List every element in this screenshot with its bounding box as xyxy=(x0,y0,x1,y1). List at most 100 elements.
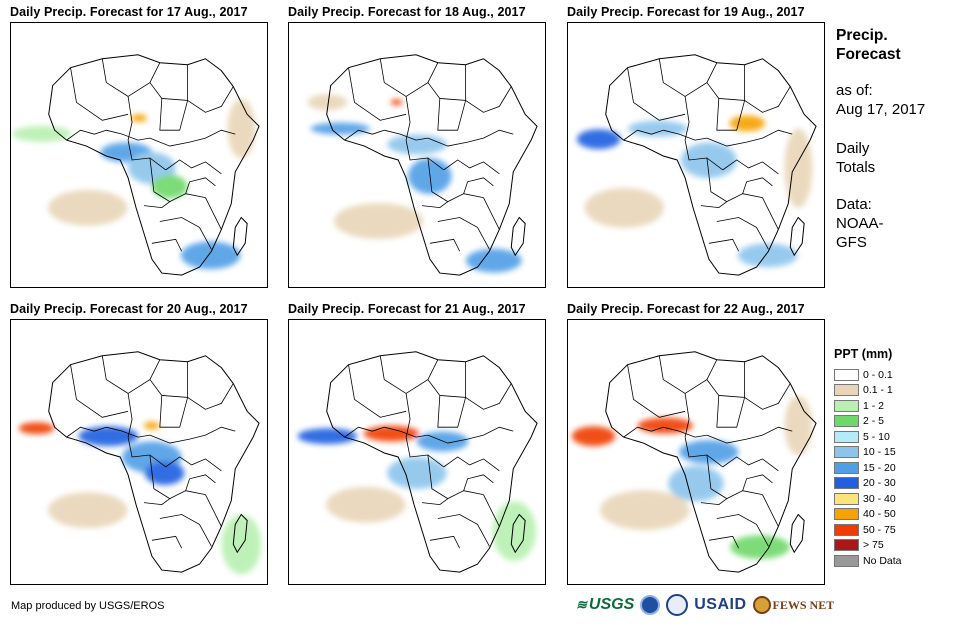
country-border xyxy=(143,201,170,209)
precip-area xyxy=(571,426,616,447)
country-border xyxy=(70,364,129,418)
country-border xyxy=(427,129,514,147)
country-border xyxy=(623,129,664,141)
country-border xyxy=(427,64,467,101)
precip-map xyxy=(10,22,268,288)
legend-item: 15 - 20 xyxy=(834,460,902,476)
precip-area xyxy=(737,243,798,268)
country-border xyxy=(143,498,170,506)
precip-area xyxy=(679,440,739,464)
country-border xyxy=(151,535,183,549)
panel-title: Daily Precip. Forecast for 21 Aug., 2017 xyxy=(288,302,526,316)
country-border xyxy=(706,129,793,147)
legend-swatch xyxy=(834,384,859,397)
precip-area xyxy=(227,98,256,159)
legend-label: 50 - 75 xyxy=(863,523,896,536)
usaid-logo: USAID xyxy=(694,596,747,613)
country-border xyxy=(405,393,411,438)
legend: PPT (mm) 0 - 0.1 0.1 - 1 1 - 2 2 - 5 5 - 10 1… xyxy=(834,347,902,569)
precip-area xyxy=(730,535,790,559)
legend-label: 0 - 0.1 xyxy=(863,368,893,381)
legend-swatch xyxy=(834,477,859,490)
country-border xyxy=(106,426,150,438)
country-border xyxy=(429,535,461,549)
country-border xyxy=(106,129,150,141)
precip-area xyxy=(363,425,420,442)
legend-item: 0 - 0.1 xyxy=(834,367,902,383)
precip-area xyxy=(307,94,348,111)
country-border xyxy=(127,96,133,141)
legend-item: 50 - 75 xyxy=(834,522,902,538)
country-border xyxy=(159,217,212,250)
country-border xyxy=(623,426,664,438)
legend-label: No Data xyxy=(863,554,902,567)
country-border xyxy=(722,159,779,175)
asof-date: Aug 17, 2017 xyxy=(836,101,926,118)
legend-item: 30 - 40 xyxy=(834,491,902,507)
country-border xyxy=(165,159,222,175)
precip-area xyxy=(11,125,72,142)
data-line-2: NOAA- xyxy=(836,215,884,232)
panel-title: Daily Precip. Forecast for 18 Aug., 2017 xyxy=(288,5,526,19)
country-border xyxy=(716,98,746,131)
precip-area xyxy=(131,114,147,123)
country-border xyxy=(149,361,189,398)
legend-label: > 75 xyxy=(863,539,884,552)
asof-label: as of: xyxy=(836,82,873,99)
country-border xyxy=(185,177,216,194)
legend-label: 5 - 10 xyxy=(863,430,890,443)
country-border xyxy=(663,426,707,438)
country-border xyxy=(483,197,500,230)
country-border xyxy=(348,67,407,121)
legend-swatch xyxy=(834,492,859,505)
country-border xyxy=(463,177,494,194)
country-border xyxy=(443,159,500,175)
legend-label: 2 - 5 xyxy=(863,415,885,428)
country-border xyxy=(762,197,779,230)
country-border xyxy=(66,426,107,438)
country-border xyxy=(429,238,461,252)
precip-area xyxy=(584,187,665,228)
precip-area xyxy=(637,417,694,434)
country-border xyxy=(700,498,727,506)
africa-outline xyxy=(605,54,817,276)
precip-area xyxy=(390,99,403,106)
africa-outline xyxy=(605,351,817,573)
country-border xyxy=(706,454,763,500)
country-border xyxy=(421,201,448,209)
legend-label: 0.1 - 1 xyxy=(863,384,893,397)
country-border xyxy=(627,364,686,418)
precip-area xyxy=(416,431,469,452)
precip-area xyxy=(221,514,262,575)
legend-swatch xyxy=(834,446,859,459)
country-border xyxy=(658,355,718,394)
country-border xyxy=(344,426,385,438)
country-border xyxy=(744,383,791,410)
africa-outline xyxy=(326,54,538,276)
country-border xyxy=(716,395,746,428)
country-border xyxy=(421,498,448,506)
country-border xyxy=(744,86,791,113)
africa-outline xyxy=(48,54,260,276)
usgs-logo: ≋ USGS xyxy=(576,596,635,613)
panel-title: Daily Precip. Forecast for 22 Aug., 2017 xyxy=(567,302,805,316)
country-border xyxy=(706,64,746,101)
country-border xyxy=(159,395,189,428)
country-border xyxy=(348,364,407,418)
country-border xyxy=(708,535,740,549)
precip-area xyxy=(48,189,128,226)
legend-label: 20 - 30 xyxy=(863,477,896,490)
madagascar-outline xyxy=(232,513,248,554)
legend-swatch xyxy=(834,508,859,521)
country-border xyxy=(427,426,514,444)
legend-label: 40 - 50 xyxy=(863,508,896,521)
precip-area xyxy=(466,248,522,273)
panel-title: Daily Precip. Forecast for 20 Aug., 2017 xyxy=(10,302,248,316)
precip-area xyxy=(784,128,813,208)
precip-area xyxy=(310,122,370,135)
country-border xyxy=(384,129,428,141)
legend-swatch xyxy=(834,554,859,567)
fews-logo: FEWS NET xyxy=(752,596,834,614)
africa-outline xyxy=(48,351,260,573)
madagascar-outline xyxy=(789,216,805,257)
